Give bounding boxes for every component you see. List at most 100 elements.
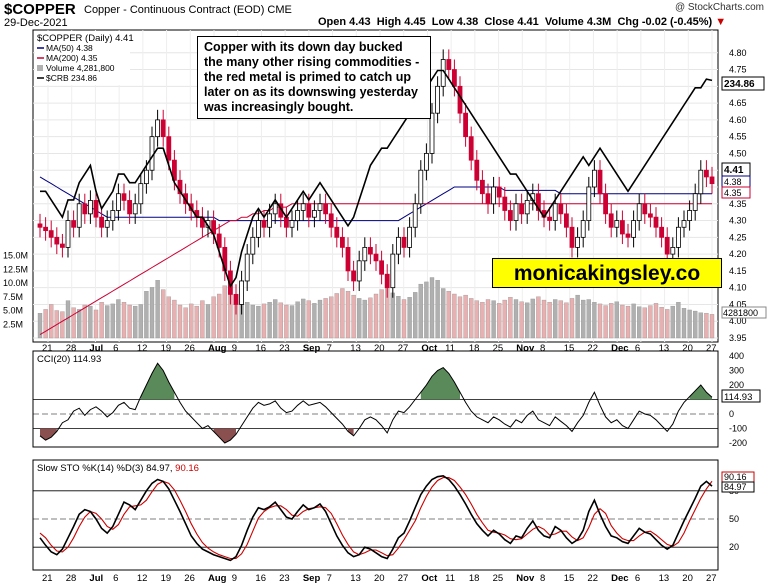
- volume-bar: [49, 304, 54, 339]
- cci-tick-label: -200: [729, 438, 747, 448]
- volume-bar: [446, 291, 451, 339]
- price-tick-label: 4.50: [729, 148, 747, 158]
- x-tick-label: 12: [137, 343, 148, 354]
- candle-body: [250, 236, 256, 255]
- cci-oversold-fill: [40, 428, 57, 441]
- down-arrow-icon: ▼: [715, 16, 727, 28]
- chart-date: 29-Dec-2021: [4, 17, 68, 29]
- volume-bar: [37, 313, 43, 339]
- ma50-badge: 4.38: [724, 177, 742, 187]
- x-tick-label-bottom: 11: [445, 573, 455, 584]
- candle-body: [93, 200, 99, 218]
- candle-body: [334, 226, 340, 238]
- volume-bar: [273, 299, 278, 339]
- candle-body: [160, 119, 166, 138]
- volume-badge: 4281800: [723, 308, 758, 318]
- candle-body: [664, 236, 670, 255]
- candle-body: [519, 203, 524, 215]
- volume-bar: [469, 298, 474, 339]
- legend-volume-swatch: [37, 65, 43, 71]
- candle-body: [390, 253, 396, 289]
- volume-bar: [665, 309, 670, 339]
- candle-body: [99, 216, 104, 228]
- volume-bar: [373, 293, 379, 339]
- volume-bar: [121, 302, 127, 339]
- volume-bar: [709, 314, 715, 339]
- brand-watermark[interactable]: monicakingsley.co: [492, 258, 722, 288]
- candle-body: [295, 210, 301, 221]
- candle-body: [479, 179, 485, 195]
- candle-body: [132, 203, 138, 215]
- candle-body: [323, 203, 329, 215]
- sto-label-d: 90.16: [175, 463, 199, 474]
- volume-bar: [558, 300, 563, 339]
- volume-bar: [429, 277, 435, 339]
- x-tick-label-bottom: 8: [540, 573, 545, 584]
- crb-line: [40, 69, 713, 289]
- legend-volume: Volume 4,281,800: [46, 63, 115, 73]
- cci-tick-label: -100: [729, 424, 747, 434]
- candle-body: [88, 200, 93, 215]
- candle-body: [418, 169, 424, 205]
- price-tick-label: 4.75: [729, 65, 747, 75]
- volume-bar: [401, 299, 407, 339]
- candle-body: [698, 169, 704, 195]
- candle-body: [239, 280, 245, 305]
- x-tick-label: 15: [564, 343, 575, 354]
- sto-d-line: [39, 477, 713, 560]
- price-tick-label: 3.95: [729, 333, 747, 343]
- volume-bar: [43, 309, 48, 339]
- x-tick-label: 6: [113, 343, 118, 354]
- volume-bar: [424, 281, 429, 339]
- x-tick-label: 8: [540, 343, 545, 354]
- ma200-badge-box: [721, 186, 751, 199]
- volume-bar: [60, 311, 65, 339]
- x-tick-label: 13: [350, 343, 361, 354]
- volume-bar: [637, 306, 642, 339]
- candle-body: [502, 196, 508, 211]
- candle-body: [272, 203, 278, 215]
- volume-bar: [93, 309, 99, 339]
- x-tick-label-bottom: 27: [398, 573, 409, 584]
- candle-body: [60, 243, 65, 248]
- x-tick-label-bottom: Jul: [89, 573, 103, 584]
- candle-body: [575, 236, 580, 248]
- volume-bar: [653, 303, 659, 339]
- volume-bar: [155, 280, 160, 339]
- candle-body: [328, 213, 334, 228]
- volume-bar: [609, 303, 614, 339]
- volume-bar: [357, 298, 362, 339]
- contract-name: Copper - Continuous Contract (EOD) CME: [84, 4, 292, 16]
- volume-bar: [138, 304, 143, 339]
- sto-label: Slow STO %K(14) %D(3) 84.97, 90.16: [37, 463, 199, 474]
- cci-tick-label: 200: [729, 380, 744, 390]
- x-tick-label: 7: [327, 343, 332, 354]
- candle-body: [367, 246, 373, 255]
- cci-overbought-fill: [420, 367, 460, 400]
- x-tick-label: Oct: [421, 343, 438, 354]
- x-tick-label: 6: [635, 343, 640, 354]
- cci-overbought-fill: [689, 385, 712, 400]
- candle-body: [692, 193, 698, 211]
- x-tick-label: 21: [42, 343, 53, 354]
- candle-body: [586, 186, 592, 221]
- candle-body: [82, 203, 88, 215]
- volume-bar: [693, 310, 698, 339]
- volume-bar: [597, 303, 603, 339]
- x-tick-label: 27: [706, 343, 717, 354]
- volume-bar: [586, 299, 591, 339]
- volume-bar: [670, 305, 675, 339]
- volume-bar: [620, 304, 625, 339]
- candle-body: [65, 220, 71, 248]
- volume-bar: [390, 292, 395, 339]
- volume-bar: [368, 297, 373, 339]
- volume-bar: [418, 283, 423, 339]
- candle-body: [429, 112, 435, 154]
- volume-bar: [676, 302, 681, 339]
- candle-body: [104, 220, 110, 228]
- volume-bar: [648, 305, 653, 339]
- candle-body: [255, 220, 261, 238]
- price-tick-label: 4.25: [729, 232, 747, 242]
- candle-body: [283, 216, 289, 228]
- stockcharts-credit[interactable]: @ StockCharts.com: [674, 2, 764, 13]
